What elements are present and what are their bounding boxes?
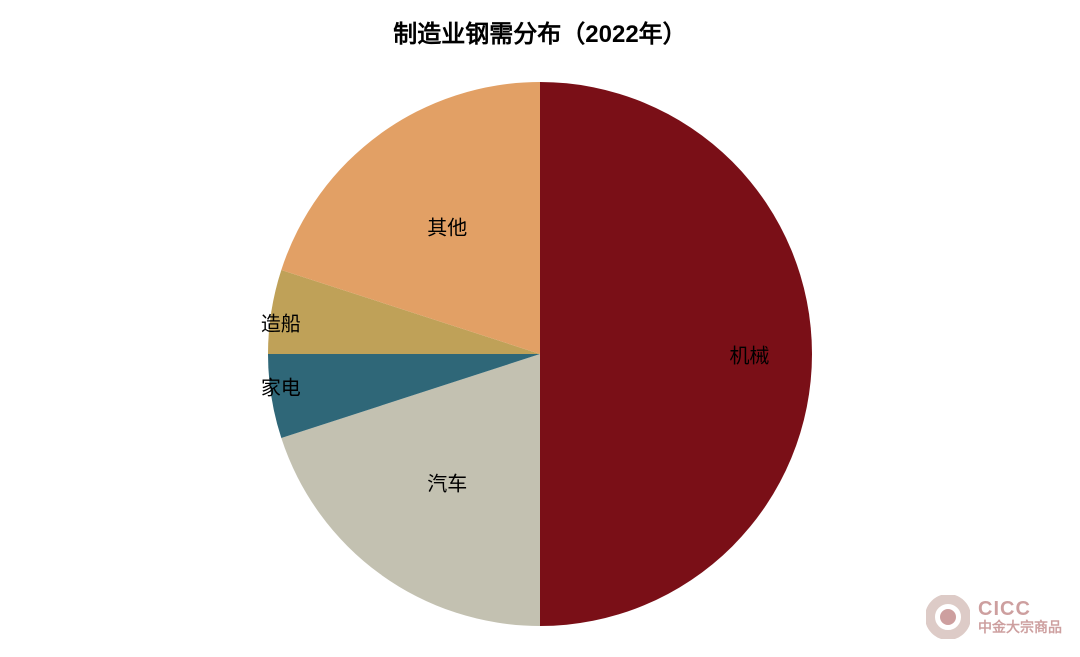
- chart-title: 制造业钢需分布（2022年）: [0, 14, 1080, 49]
- watermark-bottom-label: 中金大宗商品: [978, 620, 1062, 635]
- cicc-logo-icon: [926, 595, 970, 639]
- pie-slice-label: 其他: [427, 212, 467, 241]
- pie-chart: 机械汽车家电造船其他: [268, 82, 812, 626]
- pie-slice-label: 机械: [729, 340, 769, 369]
- pie-slice-label: 家电: [261, 371, 301, 400]
- watermark-top-label: CICC: [978, 599, 1062, 620]
- watermark: CICC 中金大宗商品: [926, 595, 1062, 639]
- pie-slice-label: 造船: [261, 308, 301, 337]
- pie-slice-label: 汽车: [427, 467, 467, 496]
- watermark-text: CICC 中金大宗商品: [978, 599, 1062, 635]
- pie-slice: [540, 82, 812, 626]
